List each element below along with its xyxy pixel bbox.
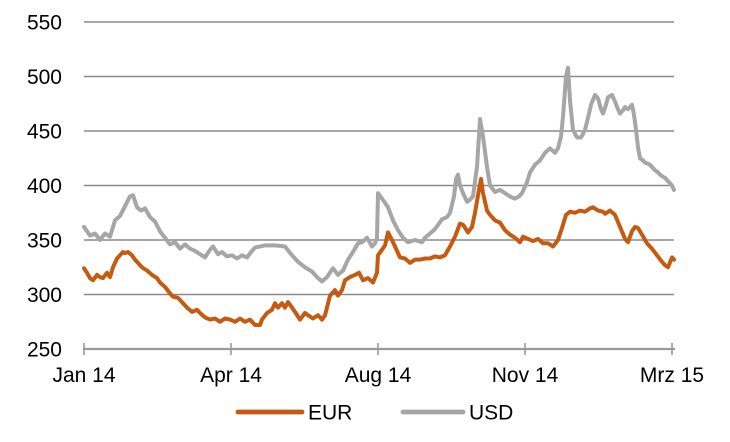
x-axis-tick-label: Mrz 15 bbox=[640, 364, 704, 387]
legend-label-eur: EUR bbox=[308, 401, 352, 424]
y-axis-tick-label: 550 bbox=[27, 11, 62, 34]
eur-series-line bbox=[82, 177, 676, 327]
y-axis-tick-label: 400 bbox=[27, 175, 62, 198]
y-axis-tick-label: 250 bbox=[27, 338, 62, 361]
x-axis-tick-label: Nov 14 bbox=[492, 364, 559, 387]
usd-series-line bbox=[82, 65, 676, 284]
y-axis-tick-label: 450 bbox=[27, 120, 62, 143]
x-axis-tick-label: Jan 14 bbox=[52, 364, 115, 387]
y-axis-tick-label: 500 bbox=[27, 66, 62, 89]
y-axis-tick-label: 300 bbox=[27, 284, 62, 307]
legend-label-usd: USD bbox=[469, 401, 513, 424]
x-axis-tick-label: Aug 14 bbox=[345, 364, 412, 387]
y-axis-tick-label: 350 bbox=[27, 229, 62, 252]
x-axis-tick-label: Apr 14 bbox=[200, 364, 262, 387]
